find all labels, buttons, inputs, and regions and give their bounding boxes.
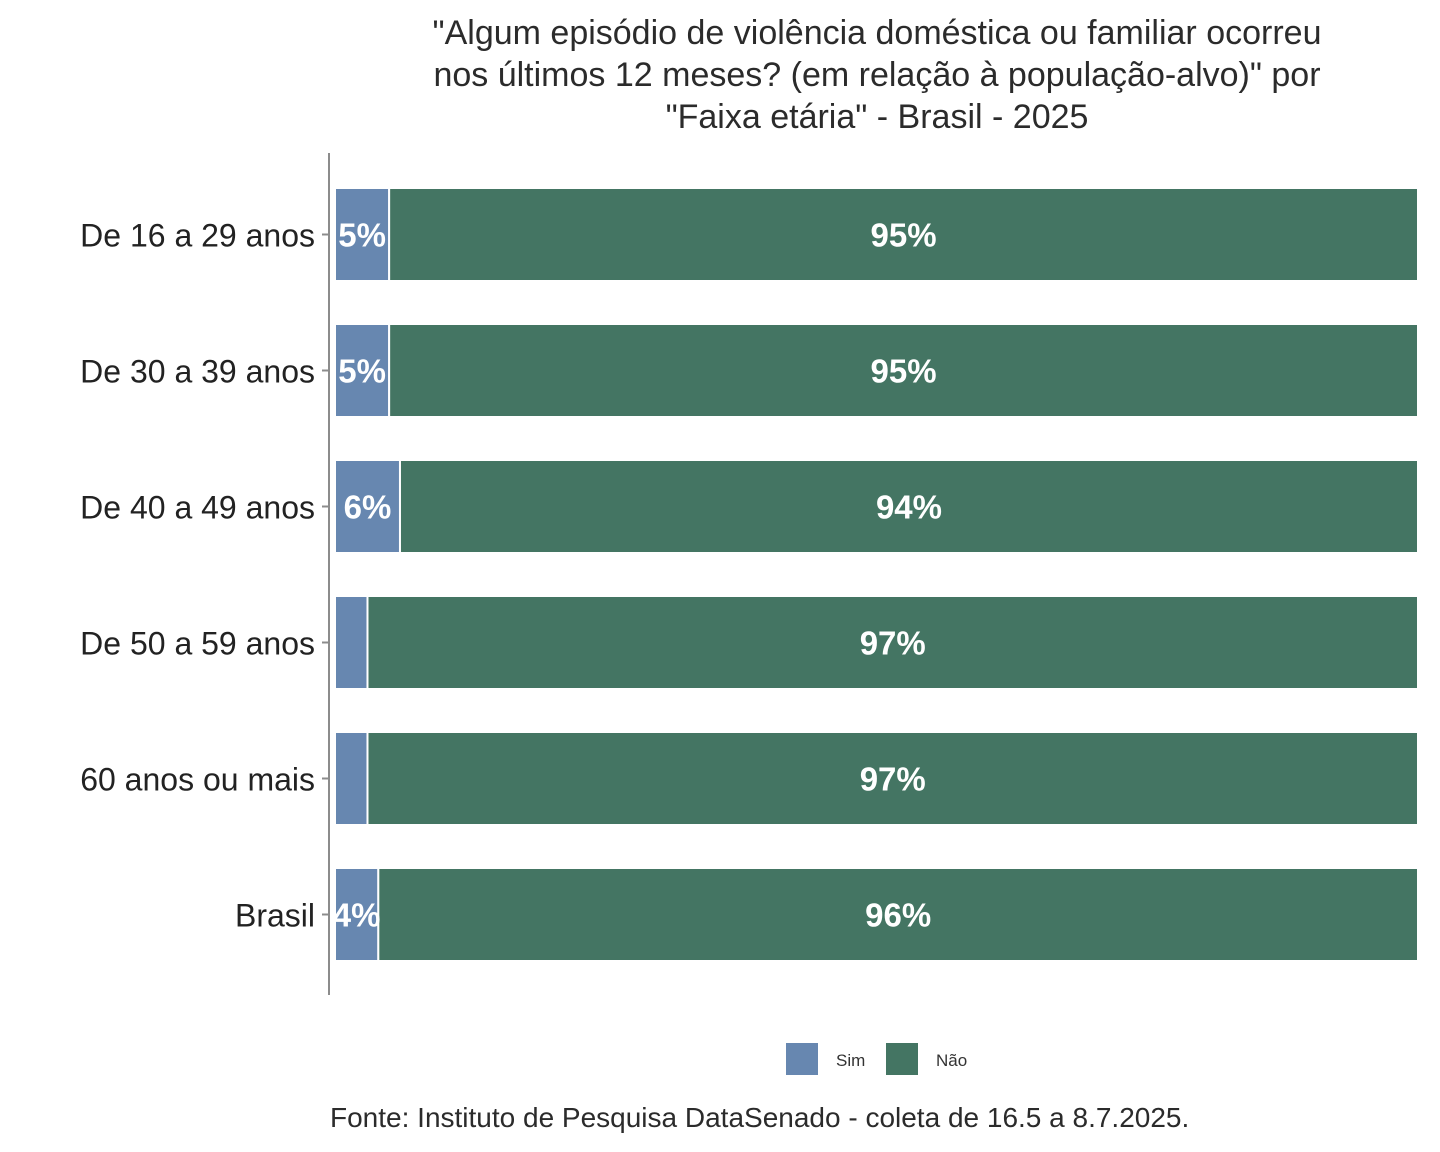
data-label: 95% (871, 353, 937, 390)
chart-title: "Algum episódio de violência doméstica o… (432, 14, 1322, 136)
data-label: 6% (344, 489, 392, 526)
data-label: 5% (338, 353, 386, 390)
bar-segment-sim (334, 731, 369, 826)
legend-swatch (886, 1043, 918, 1075)
data-label: 97% (860, 625, 926, 662)
chart-caption: Fonte: Instituto de Pesquisa DataSenado … (330, 1102, 1190, 1133)
data-label: 5% (338, 217, 386, 254)
bars-layer (334, 187, 1420, 962)
bar-segment-no (366, 731, 1419, 826)
bar-segment-no (377, 867, 1420, 962)
data-label: 96% (865, 897, 931, 934)
bar-segment-sim (334, 595, 369, 690)
category-label: De 30 a 39 anos (80, 354, 315, 390)
bar-segment-no (388, 323, 1419, 418)
data-label: 4% (333, 897, 381, 934)
legend-label: Sim (836, 1051, 865, 1070)
data-label: 97% (860, 761, 926, 798)
legend-swatch (786, 1043, 818, 1075)
bar-segment-no (366, 595, 1419, 690)
data-label: 94% (876, 489, 942, 526)
data-label: 95% (871, 217, 937, 254)
category-label: De 40 a 49 anos (80, 490, 315, 526)
data-labels: 5% 95% 5% 95% 6% 94% 97% 97% 4% 96% (333, 217, 942, 934)
legend-label: Não (936, 1051, 967, 1070)
y-axis-ticks: De 16 a 29 anos De 30 a 39 anos De 40 a 49… (80, 218, 329, 934)
bar-segment-sim (334, 187, 391, 282)
category-label: Brasil (235, 898, 315, 934)
legend: Sim Não (786, 1043, 967, 1075)
bar-segment-sim (334, 459, 401, 554)
category-label: De 16 a 29 anos (80, 218, 315, 254)
category-label: De 50 a 59 anos (80, 626, 315, 662)
bar-segment-no (398, 459, 1420, 554)
bar-segment-no (388, 187, 1419, 282)
category-label: 60 anos ou mais (80, 762, 315, 798)
